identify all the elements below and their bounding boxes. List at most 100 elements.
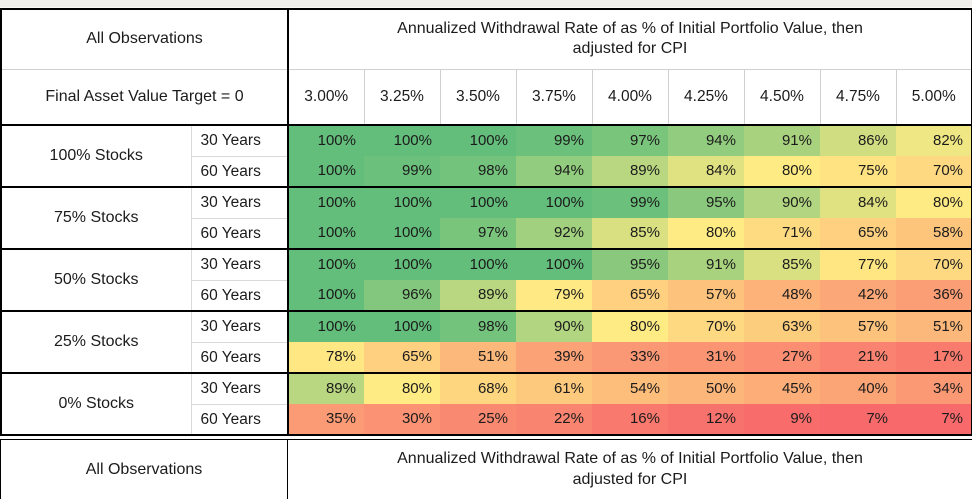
rate-column-header: 5.00%	[895, 69, 972, 125]
value-cell: 90%	[744, 186, 820, 218]
value-cell: 100%	[440, 124, 516, 156]
footer-row: All Observations Annualized Withdrawal R…	[0, 439, 972, 499]
value-cell: 100%	[364, 186, 440, 218]
value-cell: 97%	[592, 124, 668, 156]
value-cell: 89%	[592, 156, 668, 187]
heatmap-body: 100% Stocks 30 Years 100% 100% 100% 99% 97% 94%…	[1, 124, 972, 435]
all-observations-header: All Observations	[1, 9, 289, 70]
table-title-line1: Annualized Withdrawal Rate of as % of In…	[397, 20, 863, 38]
table-row: 25% Stocks 30 Years 100% 100% 98% 90% 80% 70% 63…	[1, 310, 972, 373]
value-cell: 90%	[516, 310, 592, 342]
value-cell: 31%	[668, 342, 744, 373]
footer-all-observations: All Observations	[0, 439, 288, 499]
value-cell: 94%	[516, 156, 592, 187]
value-cell: 85%	[744, 248, 820, 280]
value-cell: 100%	[287, 280, 364, 311]
value-cell: 25%	[440, 404, 516, 435]
value-cell: 84%	[668, 156, 744, 187]
rate-column-header: 4.50%	[743, 69, 820, 125]
value-cell: 16%	[592, 404, 668, 435]
value-cell: 65%	[592, 280, 668, 311]
period-label: 60 Years	[191, 155, 288, 187]
value-cell: 54%	[592, 372, 668, 404]
value-cell: 82%	[896, 124, 972, 156]
value-cell: 99%	[592, 186, 668, 218]
value-cell: 51%	[440, 342, 516, 373]
period-label: 60 Years	[191, 403, 288, 435]
value-cell: 30%	[364, 404, 440, 435]
value-cell: 100%	[287, 218, 364, 249]
value-cell: 100%	[516, 186, 592, 218]
double-border-gap	[0, 436, 972, 439]
period-label: 60 Years	[191, 279, 288, 311]
value-cell: 100%	[440, 248, 516, 280]
rate-column-header: 4.75%	[819, 69, 896, 125]
rate-column-header: 3.25%	[363, 69, 440, 125]
value-cell: 70%	[668, 310, 744, 342]
value-cell: 99%	[516, 124, 592, 156]
value-cell: 22%	[516, 404, 592, 435]
period-label: 60 Years	[191, 217, 288, 249]
value-cell: 51%	[896, 310, 972, 342]
stock-group-label: 100% Stocks	[1, 124, 192, 187]
value-cell: 12%	[668, 404, 744, 435]
value-cell: 80%	[592, 310, 668, 342]
period-label: 30 Years	[191, 372, 288, 404]
value-cell: 91%	[744, 124, 820, 156]
period-label: 30 Years	[191, 124, 288, 156]
value-cell: 95%	[592, 248, 668, 280]
sheet-top-strip	[0, 0, 972, 8]
value-cell: 45%	[744, 372, 820, 404]
value-cell: 92%	[516, 218, 592, 249]
value-cell: 100%	[364, 124, 440, 156]
value-cell: 70%	[896, 248, 972, 280]
rate-column-header: 3.75%	[515, 69, 592, 125]
value-cell: 77%	[820, 248, 896, 280]
header-row-1: All Observations Annualized Withdrawal R…	[1, 9, 972, 70]
value-cell: 68%	[440, 372, 516, 404]
value-cell: 80%	[364, 372, 440, 404]
rate-column-header: 4.25%	[667, 69, 744, 125]
rate-column-header: 3.50%	[439, 69, 516, 125]
table-title-line2: adjusted for CPI	[572, 40, 688, 58]
value-cell: 58%	[896, 218, 972, 249]
period-label: 60 Years	[191, 341, 288, 373]
stock-group-label: 0% Stocks	[1, 372, 192, 435]
value-cell: 57%	[820, 310, 896, 342]
value-cell: 27%	[744, 342, 820, 373]
value-cell: 21%	[820, 342, 896, 373]
value-cell: 91%	[668, 248, 744, 280]
value-cell: 80%	[668, 218, 744, 249]
period-label: 30 Years	[191, 248, 288, 280]
value-cell: 86%	[820, 124, 896, 156]
value-cell: 63%	[744, 310, 820, 342]
value-cell: 36%	[896, 280, 972, 311]
value-cell: 65%	[820, 218, 896, 249]
value-cell: 89%	[287, 372, 364, 404]
value-cell: 71%	[744, 218, 820, 249]
value-cell: 17%	[896, 342, 972, 373]
table-row: 60 Years 35% 30% 25% 22% 16% 12% 9% 7% 7%	[1, 403, 972, 435]
value-cell: 57%	[668, 280, 744, 311]
value-cell: 100%	[364, 310, 440, 342]
value-cell: 50%	[668, 372, 744, 404]
value-cell: 99%	[364, 156, 440, 187]
heatmap-table: All Observations Annualized Withdrawal R…	[0, 8, 972, 436]
value-cell: 100%	[287, 186, 364, 218]
value-cell: 7%	[896, 404, 972, 435]
stock-group-label: 75% Stocks	[1, 186, 192, 249]
final-asset-target-header: Final Asset Value Target = 0	[1, 69, 289, 125]
value-cell: 100%	[287, 310, 364, 342]
value-cell: 100%	[287, 124, 364, 156]
value-cell: 100%	[364, 218, 440, 249]
period-label: 30 Years	[191, 310, 288, 342]
value-cell: 95%	[668, 186, 744, 218]
stock-group-label: 25% Stocks	[1, 310, 192, 373]
value-cell: 9%	[744, 404, 820, 435]
period-label: 30 Years	[191, 186, 288, 218]
value-cell: 79%	[516, 280, 592, 311]
table-row: 60 Years 100% 100% 97% 92% 85% 80% 71% 65% 58%	[1, 217, 972, 249]
value-cell: 35%	[287, 404, 364, 435]
rate-column-header: 3.00%	[304, 88, 349, 106]
